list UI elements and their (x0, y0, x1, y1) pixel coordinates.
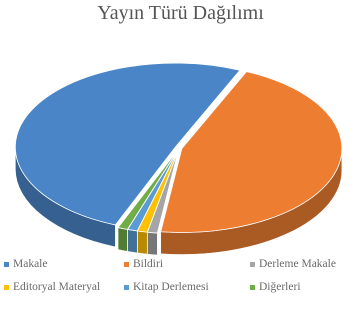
legend-marker (124, 284, 129, 290)
legend-label: Editoryal Materyal (13, 281, 101, 293)
legend-marker (4, 261, 9, 267)
legend-marker (250, 284, 255, 290)
pie-slice-side-derleme-makale (147, 231, 158, 256)
pie-slice-side-diğerleri (117, 227, 128, 252)
legend-marker (124, 261, 129, 267)
pie-slice-side-kitap-derlemesi (127, 229, 138, 254)
legend-item-bildiri: Bildiri (124, 258, 163, 270)
legend-item-diğerleri: Diğerleri (250, 281, 301, 293)
legend-item-kitap-derlemesi: Kitap Derlemesi (124, 281, 209, 293)
legend-marker (4, 284, 9, 290)
pie-sides (15, 147, 343, 256)
pie-slice-bildiri (160, 71, 343, 233)
pie-slice-side-editoryal-materyal (137, 230, 148, 255)
legend-label: Kitap Derlemesi (133, 281, 209, 293)
pie-slices (14, 62, 343, 234)
pie-slice-diğerleri (117, 149, 179, 230)
legend-item-editoryal-materyal: Editoryal Materyal (4, 281, 100, 293)
chart-title: Yayın Türü Dağılımı (97, 2, 264, 24)
legend-label: Makale (13, 258, 48, 270)
legend-label: Diğerleri (259, 281, 301, 293)
legend-marker (250, 261, 255, 267)
legend-item-makale: Makale (4, 258, 47, 270)
pie-slice-makale (14, 62, 241, 226)
legend-label: Derleme Makale (259, 258, 336, 270)
legend-item-derleme-makale: Derleme Makale (250, 258, 336, 270)
legend-label: Bildiri (133, 258, 164, 270)
